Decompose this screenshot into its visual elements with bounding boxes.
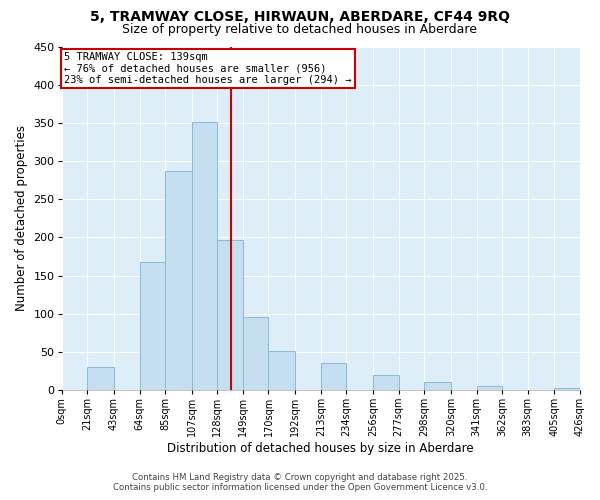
Bar <box>268 351 295 390</box>
Bar <box>165 171 192 390</box>
Bar <box>424 382 451 390</box>
Bar <box>476 386 502 390</box>
Text: 5 TRAMWAY CLOSE: 139sqm
← 76% of detached houses are smaller (956)
23% of semi-d: 5 TRAMWAY CLOSE: 139sqm ← 76% of detache… <box>64 52 352 85</box>
Text: Contains HM Land Registry data © Crown copyright and database right 2025.
Contai: Contains HM Land Registry data © Crown c… <box>113 473 487 492</box>
X-axis label: Distribution of detached houses by size in Aberdare: Distribution of detached houses by size … <box>167 442 474 455</box>
Bar <box>243 316 268 390</box>
Bar <box>140 262 165 390</box>
Bar <box>192 122 217 390</box>
Text: 5, TRAMWAY CLOSE, HIRWAUN, ABERDARE, CF44 9RQ: 5, TRAMWAY CLOSE, HIRWAUN, ABERDARE, CF4… <box>90 10 510 24</box>
Bar <box>373 374 398 390</box>
Bar <box>217 240 243 390</box>
Bar <box>87 367 114 390</box>
Text: Size of property relative to detached houses in Aberdare: Size of property relative to detached ho… <box>122 22 478 36</box>
Y-axis label: Number of detached properties: Number of detached properties <box>15 126 28 311</box>
Bar <box>321 364 346 390</box>
Bar <box>554 388 580 390</box>
